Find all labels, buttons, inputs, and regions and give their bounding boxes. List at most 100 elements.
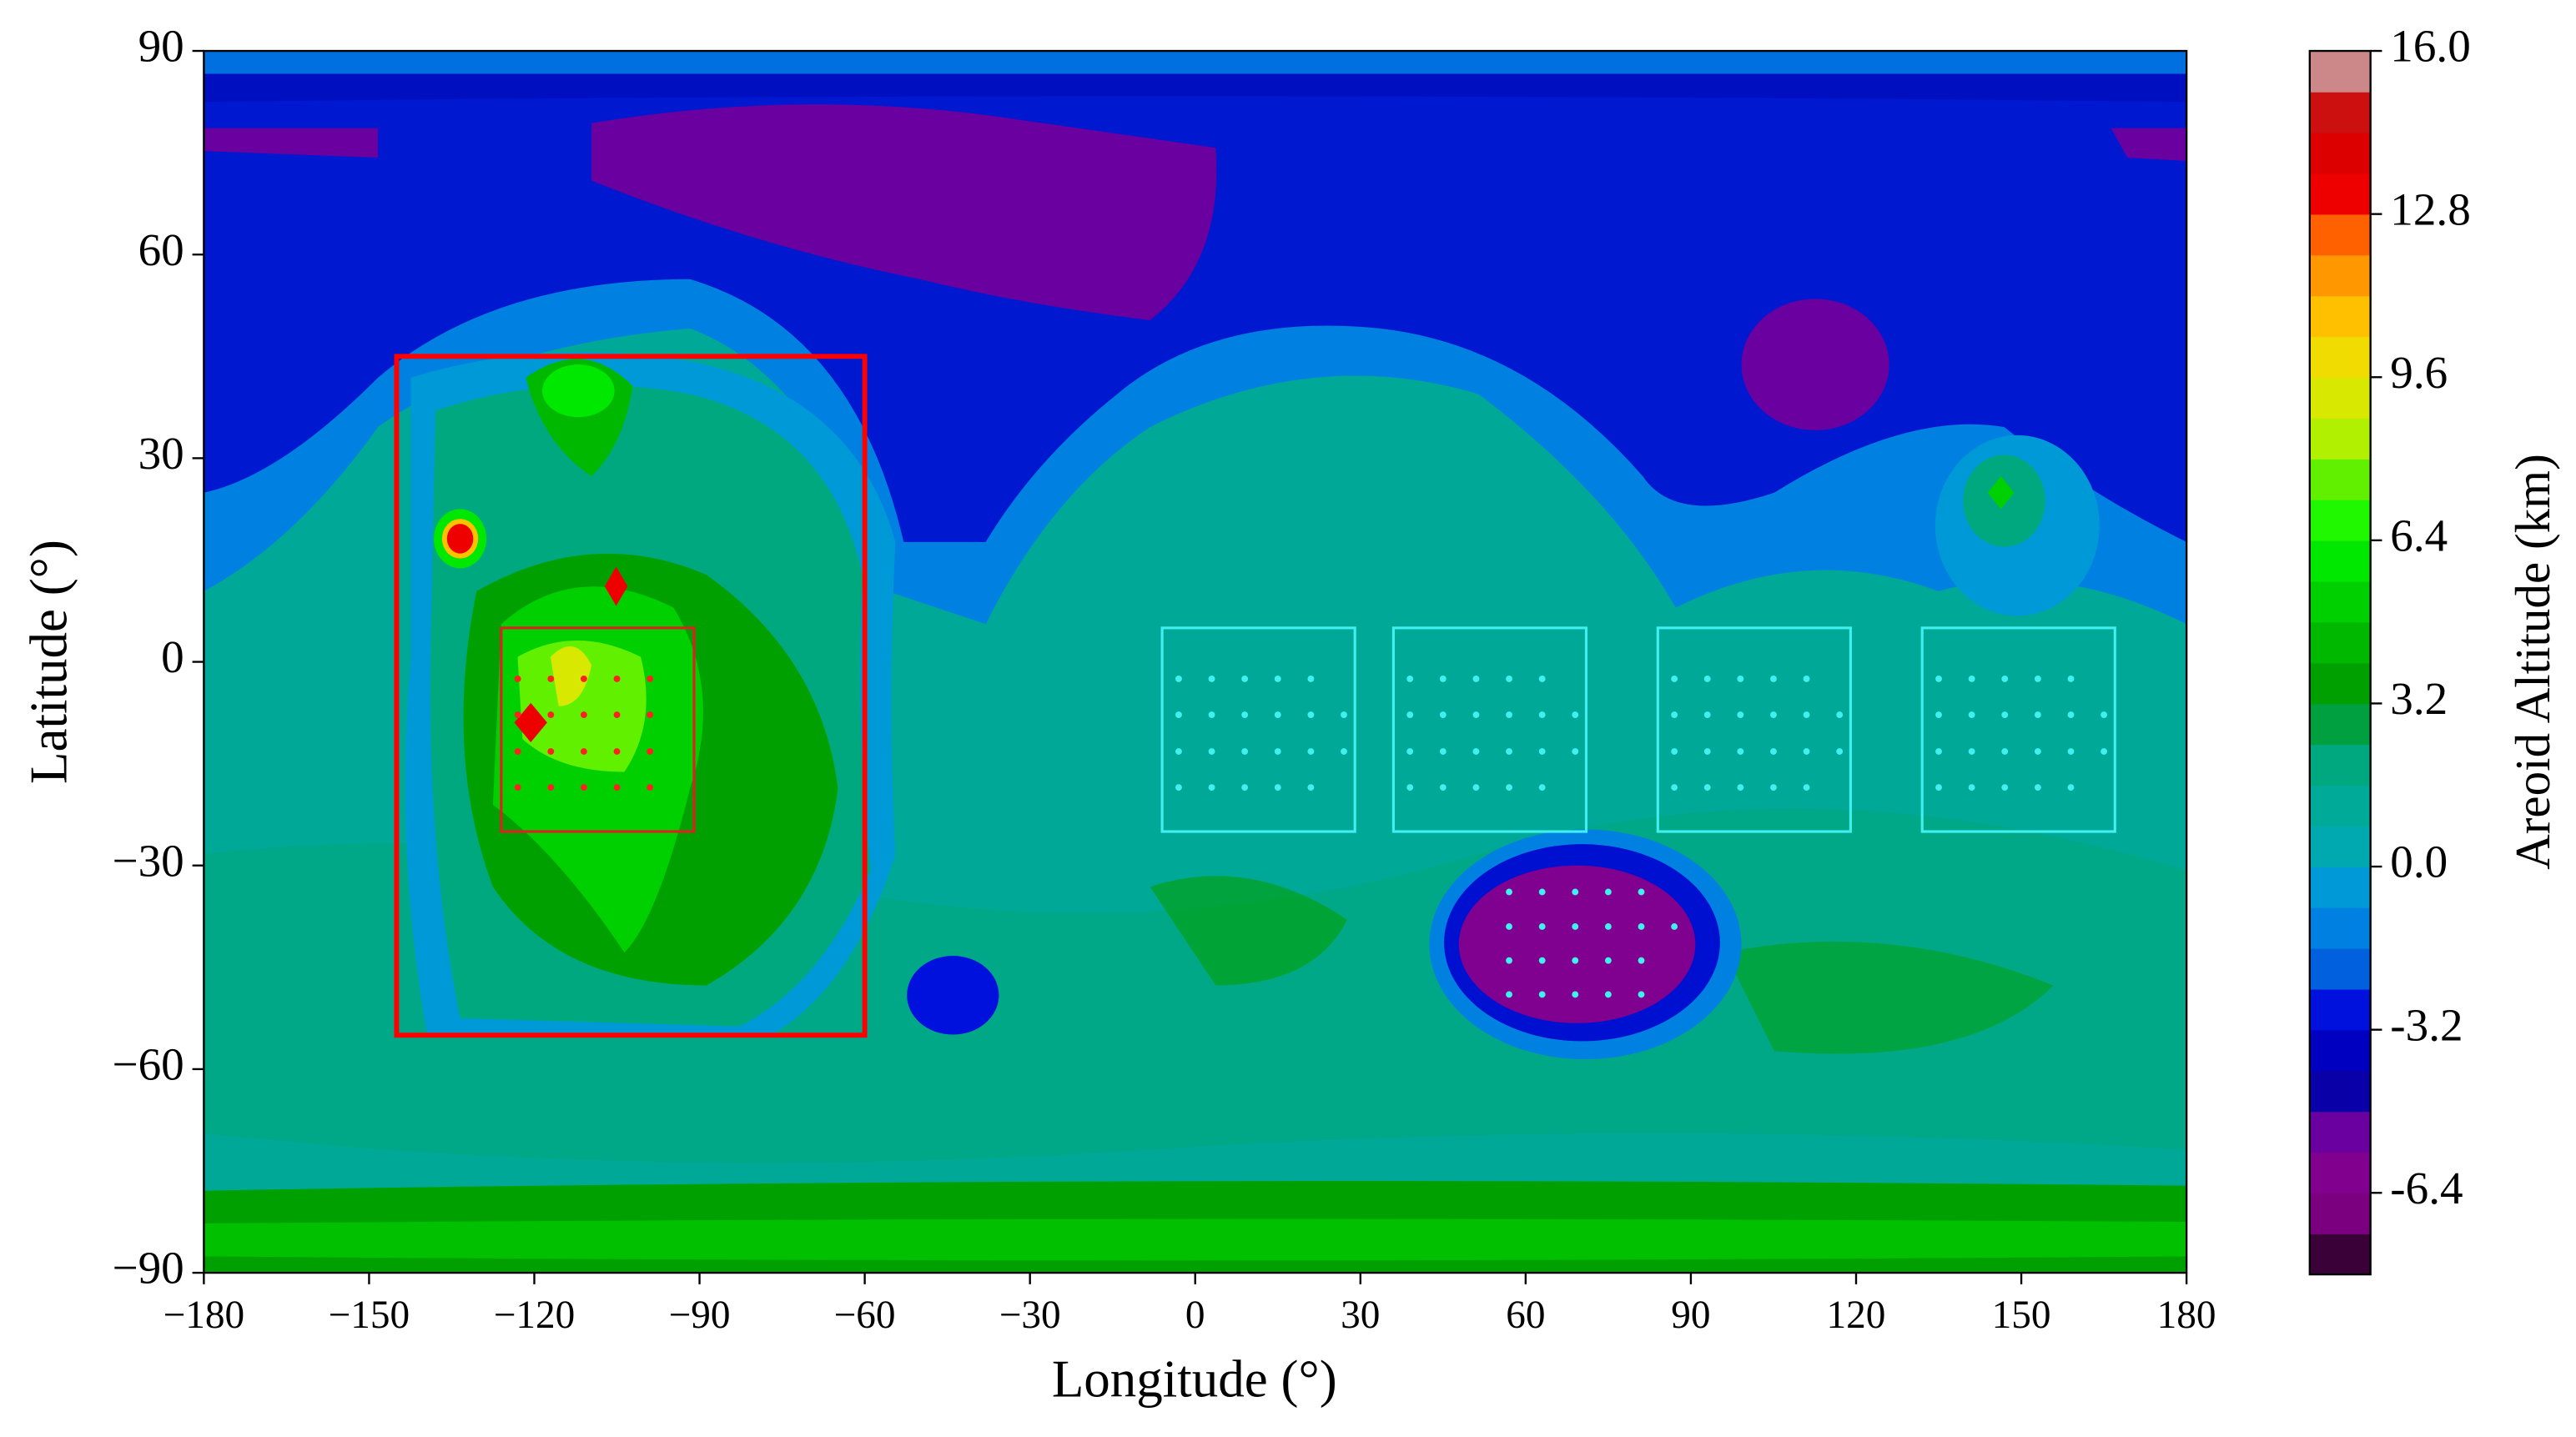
sample-point bbox=[1604, 888, 1612, 896]
colorbar-band bbox=[2309, 295, 2371, 338]
sample-point bbox=[2067, 711, 2075, 718]
colorbar-band bbox=[2309, 1111, 2371, 1153]
sample-point bbox=[1703, 748, 1711, 755]
colorbar-frame bbox=[2308, 49, 2372, 1276]
sample-point bbox=[1208, 748, 1215, 755]
x-tick-label: 30 bbox=[1341, 1294, 1380, 1337]
region-box bbox=[500, 626, 696, 833]
colorbar-tick-label: 6.4 bbox=[2390, 510, 2448, 561]
region-box bbox=[394, 354, 868, 1038]
sample-point bbox=[1208, 711, 1215, 718]
sample-point bbox=[1572, 923, 1579, 930]
sample-point bbox=[1604, 923, 1612, 930]
sample-point bbox=[1406, 784, 1414, 791]
x-tick-label: −150 bbox=[329, 1294, 410, 1337]
sample-point bbox=[1572, 991, 1579, 998]
sample-point bbox=[613, 711, 621, 718]
sample-point bbox=[1935, 748, 1942, 755]
x-tick-label: 150 bbox=[1992, 1294, 2051, 1337]
x-tick-label: −90 bbox=[669, 1294, 731, 1337]
sample-point bbox=[1506, 784, 1513, 791]
sample-point bbox=[2034, 784, 2041, 791]
sample-point bbox=[613, 748, 621, 755]
sample-point bbox=[2001, 711, 2009, 718]
sample-point bbox=[1307, 784, 1315, 791]
sample-point bbox=[1506, 675, 1513, 682]
sample-point bbox=[1538, 748, 1546, 755]
colorbar-band bbox=[2309, 499, 2371, 541]
colorbar-band bbox=[2309, 459, 2371, 500]
sample-point bbox=[1803, 711, 1810, 718]
y-tick-label: −90 bbox=[113, 1243, 184, 1294]
x-tick-label: 0 bbox=[1185, 1294, 1205, 1337]
sample-point bbox=[647, 675, 654, 682]
sample-point bbox=[580, 748, 587, 755]
x-tick-label: 90 bbox=[1671, 1294, 1710, 1337]
sample-point bbox=[1341, 748, 1347, 755]
sample-point bbox=[1175, 711, 1182, 718]
colorbar-tick-label: -3.2 bbox=[2390, 999, 2463, 1050]
sample-point bbox=[514, 711, 521, 718]
sample-point bbox=[1638, 957, 1645, 964]
sample-point bbox=[1572, 748, 1579, 755]
colorbar-band bbox=[2309, 703, 2371, 746]
x-tick-label: 180 bbox=[2157, 1294, 2216, 1337]
sample-point bbox=[1241, 748, 1249, 755]
y-tick-label: −30 bbox=[113, 835, 184, 886]
sample-point bbox=[613, 675, 621, 682]
colorbar-band bbox=[2309, 988, 2371, 1031]
sample-point bbox=[1439, 711, 1446, 718]
x-tick-label: −30 bbox=[999, 1294, 1061, 1337]
sample-point bbox=[1406, 748, 1414, 755]
sample-point bbox=[1836, 711, 1844, 718]
sample-point bbox=[580, 711, 587, 718]
sample-point bbox=[1703, 711, 1711, 718]
region-box bbox=[1920, 626, 2116, 833]
sample-point bbox=[1737, 748, 1744, 755]
colorbar-band bbox=[2309, 214, 2371, 256]
sample-point bbox=[1538, 923, 1546, 930]
sample-point bbox=[1241, 711, 1249, 718]
sample-point bbox=[1671, 784, 1678, 791]
sample-point bbox=[1307, 748, 1315, 755]
sample-point bbox=[1506, 888, 1513, 896]
colorbar-band bbox=[2309, 1029, 2371, 1072]
x-tick-label: −120 bbox=[494, 1294, 576, 1337]
sample-point bbox=[1638, 888, 1645, 896]
colorbar-band bbox=[2309, 132, 2371, 174]
y-tick-label: 90 bbox=[138, 21, 184, 72]
colorbar-band bbox=[2309, 621, 2371, 664]
sample-point bbox=[2001, 675, 2009, 682]
sample-point bbox=[1638, 923, 1645, 930]
sample-point bbox=[1968, 675, 1975, 682]
topography-map bbox=[204, 51, 2187, 1274]
sample-point bbox=[1472, 748, 1480, 755]
x-axis-label: Longitude (°) bbox=[1052, 1349, 1337, 1408]
sample-point bbox=[1671, 923, 1678, 930]
sample-point bbox=[1604, 991, 1612, 998]
sample-point bbox=[1406, 675, 1414, 682]
colorbar-band bbox=[2309, 744, 2371, 786]
sample-point bbox=[1538, 675, 1546, 682]
colorbar-band bbox=[2309, 91, 2371, 133]
sample-point bbox=[514, 784, 521, 791]
colorbar-band bbox=[2309, 418, 2371, 460]
colorbar-band bbox=[2309, 867, 2371, 908]
sample-point bbox=[1538, 991, 1546, 998]
sample-point bbox=[1803, 675, 1810, 682]
sample-point bbox=[1770, 748, 1777, 755]
sample-point bbox=[1638, 991, 1645, 998]
sample-point bbox=[2101, 711, 2108, 718]
colorbar-band bbox=[2309, 1070, 2371, 1113]
sample-point bbox=[547, 748, 555, 755]
sample-point bbox=[2067, 675, 2075, 682]
colorbar-band bbox=[2309, 580, 2371, 623]
colorbar-band bbox=[2309, 785, 2371, 827]
colorbar-band bbox=[2309, 254, 2371, 297]
sample-point bbox=[580, 784, 587, 791]
sample-point bbox=[1703, 675, 1711, 682]
sample-point bbox=[1671, 711, 1678, 718]
colorbar-band bbox=[2309, 1152, 2371, 1194]
x-tick-label: −60 bbox=[834, 1294, 896, 1337]
